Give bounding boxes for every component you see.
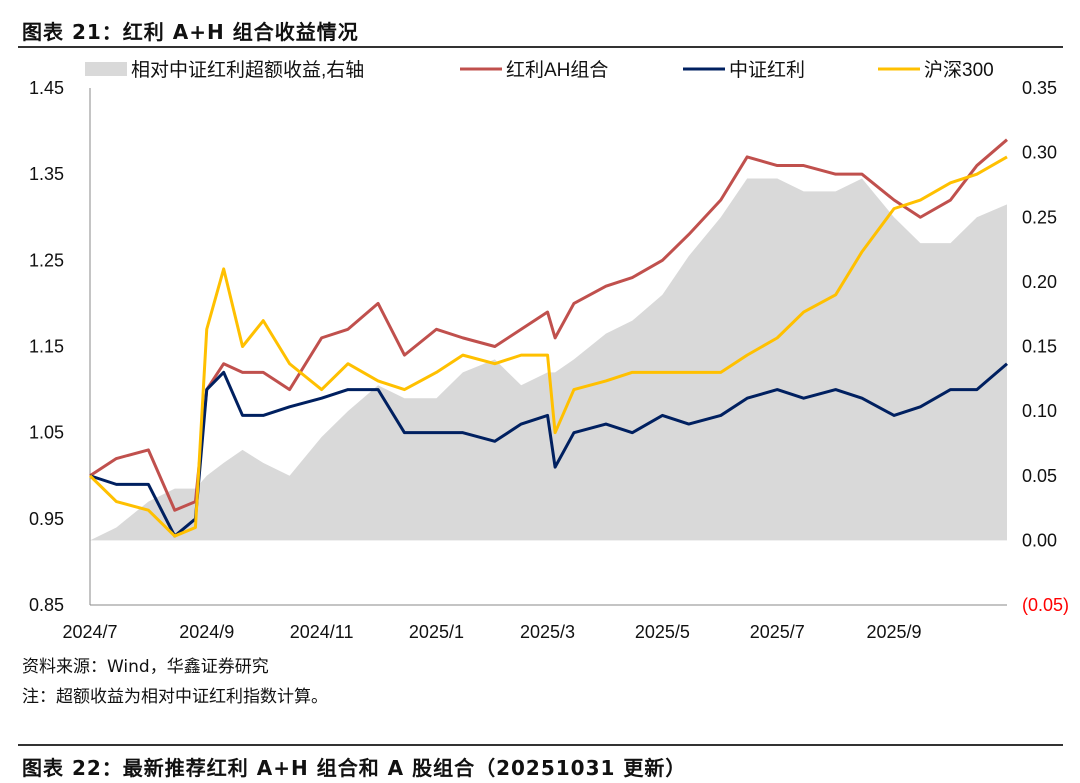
x-tick-label: 2024/7 bbox=[62, 622, 117, 642]
title-divider bbox=[18, 46, 1063, 48]
x-tick-label: 2025/9 bbox=[866, 622, 921, 642]
series-line-3 bbox=[88, 155, 1008, 538]
series-area-excess-return bbox=[90, 178, 1007, 541]
y-left-tick-label: 0.95 bbox=[29, 509, 64, 529]
x-tick-label: 2025/5 bbox=[635, 622, 690, 642]
y-right-tick-label: 0.05 bbox=[1022, 466, 1057, 486]
legend-label: 中证红利 bbox=[729, 59, 805, 81]
y-left-tick-label: 1.45 bbox=[29, 78, 64, 98]
y-right-tick-label: 0.35 bbox=[1022, 78, 1057, 98]
y-left-tick-label: 1.25 bbox=[29, 250, 64, 270]
chart-title: 图表 21：红利 A+H 组合收益情况 bbox=[22, 20, 359, 44]
series-line-1 bbox=[89, 138, 1008, 512]
legend-label: 沪深300 bbox=[924, 59, 994, 81]
y-right-tick-label: 0.25 bbox=[1022, 207, 1057, 227]
next-chart-title: 图表 22：最新推荐红利 A+H 组合和 A 股组合（20251031 更新） bbox=[22, 756, 687, 780]
x-tick-label: 2025/7 bbox=[750, 622, 805, 642]
legend-label: 相对中证红利超额收益,右轴 bbox=[131, 59, 364, 81]
x-tick-label: 2024/9 bbox=[179, 622, 234, 642]
y-right-tick-label: 0.30 bbox=[1022, 143, 1057, 163]
y-left-tick-label: 1.05 bbox=[29, 423, 64, 443]
footnote: 注：超额收益为相对中证红利指数计算。 bbox=[22, 687, 328, 707]
y-left-tick-label: 1.35 bbox=[29, 164, 64, 184]
y-left-tick-label: 1.15 bbox=[29, 337, 64, 357]
y-right-tick-label: 0.00 bbox=[1022, 530, 1057, 550]
legend-swatch bbox=[85, 62, 127, 76]
y-left-tick-label: 0.85 bbox=[29, 595, 64, 615]
x-tick-label: 2025/1 bbox=[409, 622, 464, 642]
series-line-2 bbox=[89, 362, 1008, 538]
y-right-tick-label: 0.15 bbox=[1022, 337, 1057, 357]
y-right-tick-label: (0.05) bbox=[1022, 595, 1069, 615]
y-right-tick-label: 0.20 bbox=[1022, 272, 1057, 292]
section-divider bbox=[18, 744, 1063, 746]
x-tick-label: 2025/3 bbox=[520, 622, 575, 642]
x-tick-label: 2024/11 bbox=[290, 622, 354, 642]
source-note: 资料来源：Wind，华鑫证券研究 bbox=[22, 657, 269, 677]
legend-label: 红利AH组合 bbox=[506, 59, 608, 81]
y-right-tick-label: 0.10 bbox=[1022, 401, 1057, 421]
